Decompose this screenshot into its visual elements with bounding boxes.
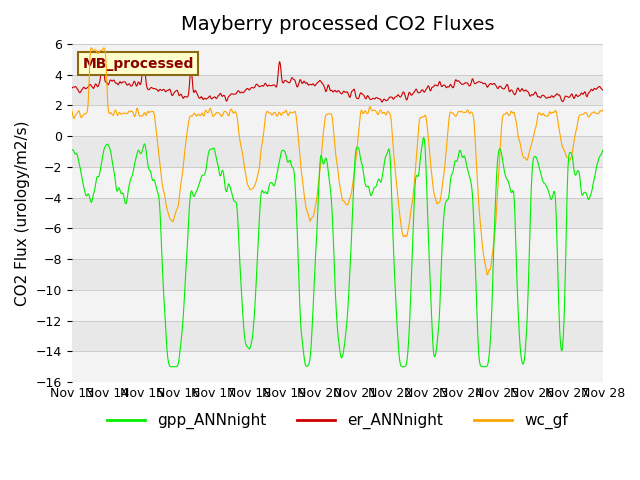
Bar <box>72 228 603 259</box>
Title: Mayberry processed CO2 Fluxes: Mayberry processed CO2 Fluxes <box>180 15 494 34</box>
Bar <box>72 44 603 74</box>
Bar <box>72 290 603 321</box>
Bar <box>72 167 603 198</box>
Legend: gpp_ANNnight, er_ANNnight, wc_gf: gpp_ANNnight, er_ANNnight, wc_gf <box>100 407 574 435</box>
Bar <box>72 106 603 136</box>
Y-axis label: CO2 Flux (urology/m2/s): CO2 Flux (urology/m2/s) <box>15 120 30 306</box>
Bar <box>72 351 603 382</box>
Text: MB_processed: MB_processed <box>83 57 194 71</box>
